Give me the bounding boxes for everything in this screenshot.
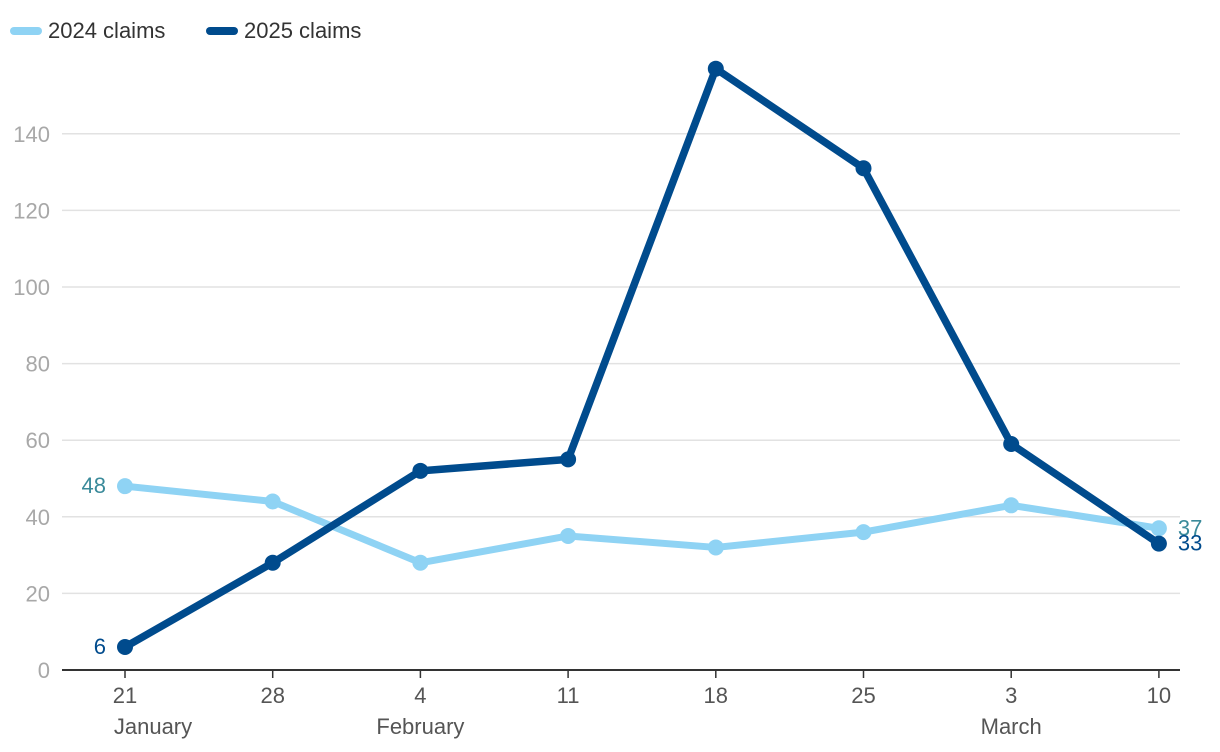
x-tick-label: 18: [704, 683, 728, 708]
y-tick-label: 40: [26, 505, 50, 530]
data-point: [1003, 436, 1020, 453]
data-label: 37: [1178, 515, 1202, 540]
data-point: [264, 493, 281, 510]
y-axis-ticks: 0 20 40 60 80 100 120 140: [13, 122, 50, 683]
legend-item: 2024 claims: [10, 18, 165, 43]
data-point: [412, 554, 429, 571]
grid-lines: [62, 133, 1180, 595]
x-axis-ticks: 21 28 4 11 18 25 3 10 January February March: [113, 670, 1171, 739]
y-tick-label: 0: [38, 658, 50, 683]
data-labels: 48 37 6 33: [82, 473, 1203, 659]
x-tick-label: 4: [414, 683, 426, 708]
series-1: [117, 478, 1167, 571]
series-lines: [117, 60, 1167, 656]
month-label: January: [114, 714, 192, 739]
data-point: [855, 524, 872, 541]
month-label: March: [981, 714, 1042, 739]
data-point: [1150, 520, 1167, 537]
data-point: [855, 160, 872, 177]
data-point: [117, 639, 133, 656]
data-point: [560, 451, 577, 468]
data-point: [264, 554, 281, 571]
series-line: [121, 64, 1163, 651]
legend-item: 2025 claims: [206, 18, 361, 43]
x-tick-label: 21: [113, 683, 137, 708]
x-tick-label: 3: [1005, 683, 1017, 708]
y-tick-label: 60: [26, 428, 50, 453]
data-label: 33: [1178, 531, 1202, 556]
y-tick-label: 100: [13, 275, 50, 300]
data-label: 48: [82, 473, 106, 498]
y-tick-label: 140: [13, 122, 50, 147]
legend: 2024 claims 2025 claims: [10, 18, 361, 43]
series-line: [121, 482, 1163, 567]
data-point: [707, 539, 724, 556]
x-tick-label: 10: [1147, 683, 1171, 708]
data-label: 6: [94, 634, 106, 659]
month-label: February: [376, 714, 464, 739]
y-tick-label: 80: [26, 352, 50, 377]
legend-label: 2025 claims: [244, 18, 361, 43]
data-point: [412, 462, 429, 479]
y-tick-label: 120: [13, 198, 50, 223]
x-tick-label: 11: [557, 683, 580, 708]
data-point: [117, 478, 133, 495]
data-point: [1003, 497, 1020, 514]
y-tick-label: 20: [26, 581, 50, 606]
data-point: [707, 60, 724, 77]
legend-label: 2024 claims: [48, 18, 165, 43]
x-tick-label: 25: [851, 683, 875, 708]
series-2: [117, 60, 1167, 656]
data-point: [560, 527, 577, 544]
data-point: [1150, 535, 1167, 552]
x-tick-label: 28: [260, 683, 284, 708]
